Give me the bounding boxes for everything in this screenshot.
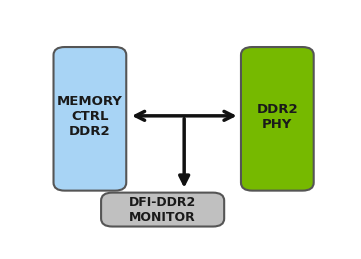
FancyBboxPatch shape [241, 47, 314, 191]
Text: DFI-DDR2
MONITOR: DFI-DDR2 MONITOR [129, 196, 196, 224]
Text: DDR2
PHY: DDR2 PHY [257, 103, 298, 131]
Text: MEMORY
CTRL
DDR2: MEMORY CTRL DDR2 [57, 95, 123, 138]
FancyBboxPatch shape [53, 47, 126, 191]
FancyBboxPatch shape [101, 193, 224, 227]
